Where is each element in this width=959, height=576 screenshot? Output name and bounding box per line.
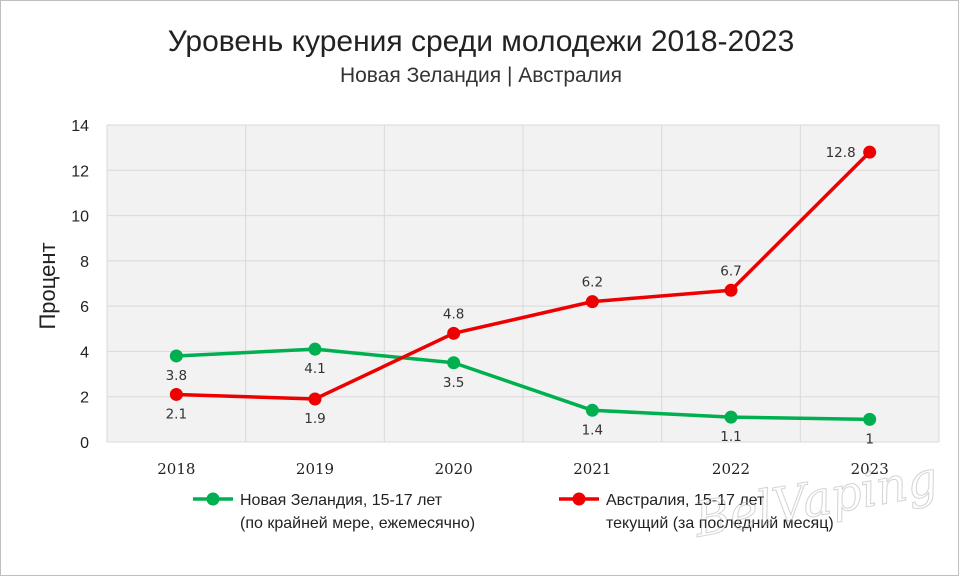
series-line-1 [176, 150, 871, 401]
x-axis-ticks: 2018 2019 2020 2021 2022 2023 [157, 460, 889, 478]
data-point-1 [863, 145, 877, 159]
data-label-1: 6.7 [720, 263, 741, 279]
data-point-0 [863, 412, 877, 426]
y-tick-label: 4 [80, 344, 89, 361]
chart-subtitle: Новая Зеландия | Австралия [340, 64, 622, 87]
legend-sublabel-1: текущий (за последний месяц) [606, 515, 834, 532]
data-point-1 [585, 295, 599, 309]
legend-label-1: Австралия, 15-17 лет [606, 492, 765, 509]
data-label-0: 1.4 [582, 422, 603, 438]
series-line-0 [176, 347, 870, 422]
data-label-0: 1 [865, 431, 874, 447]
data-point-0 [585, 403, 599, 417]
data-label-0: 3.5 [443, 375, 464, 391]
data-label-0: 1.1 [720, 429, 741, 445]
legend-marker-1 [572, 492, 586, 506]
data-point-1 [447, 326, 461, 340]
x-tick-label: 2019 [296, 460, 334, 478]
y-axis-ticks: 0 2 4 6 8 10 12 14 [71, 118, 89, 452]
data-point-0 [169, 349, 183, 363]
data-label-1: 12.8 [826, 145, 856, 161]
y-tick-label: 12 [71, 163, 89, 180]
legend-sublabel-0: (по крайней мере, ежемесячно) [240, 515, 475, 532]
data-label-1: 2.1 [166, 406, 187, 422]
data-point-1 [308, 392, 322, 406]
data-point-0 [724, 410, 738, 424]
data-point-0 [308, 342, 322, 356]
x-tick-label: 2018 [157, 460, 195, 478]
x-tick-label: 2020 [435, 460, 473, 478]
y-tick-label: 10 [71, 209, 89, 226]
y-tick-label: 0 [80, 435, 89, 452]
data-point-1 [169, 387, 183, 401]
legend-label-0: Новая Зеландия, 15-17 лет [240, 492, 443, 509]
y-tick-label: 14 [71, 118, 89, 135]
x-tick-label: 2022 [712, 460, 750, 478]
x-tick-label: 2021 [573, 460, 611, 478]
x-tick-label: 2023 [851, 460, 889, 478]
y-tick-label: 8 [80, 254, 89, 271]
data-label-1: 6.2 [582, 275, 603, 291]
legend-marker-0 [206, 492, 220, 506]
y-tick-label: 2 [80, 390, 89, 407]
data-label-0: 4.1 [304, 361, 325, 377]
y-axis-label: Процент [35, 242, 60, 329]
series-layer: 3.8 4.1 3.5 1.4 1.1 1 2.1 1.9 4.8 6.2 6.7 12.8 [166, 145, 877, 447]
legend: Новая Зеландия, 15-17 лет (по крайней мер… [193, 492, 834, 532]
data-point-0 [447, 356, 461, 370]
data-label-1: 1.9 [304, 411, 325, 427]
chart-title: Уровень курения среди молодежи 2018-2023 [168, 25, 795, 58]
data-point-1 [724, 283, 738, 297]
data-label-1: 4.8 [443, 306, 464, 322]
y-tick-label: 6 [80, 299, 89, 316]
data-label-0: 3.8 [166, 368, 187, 384]
